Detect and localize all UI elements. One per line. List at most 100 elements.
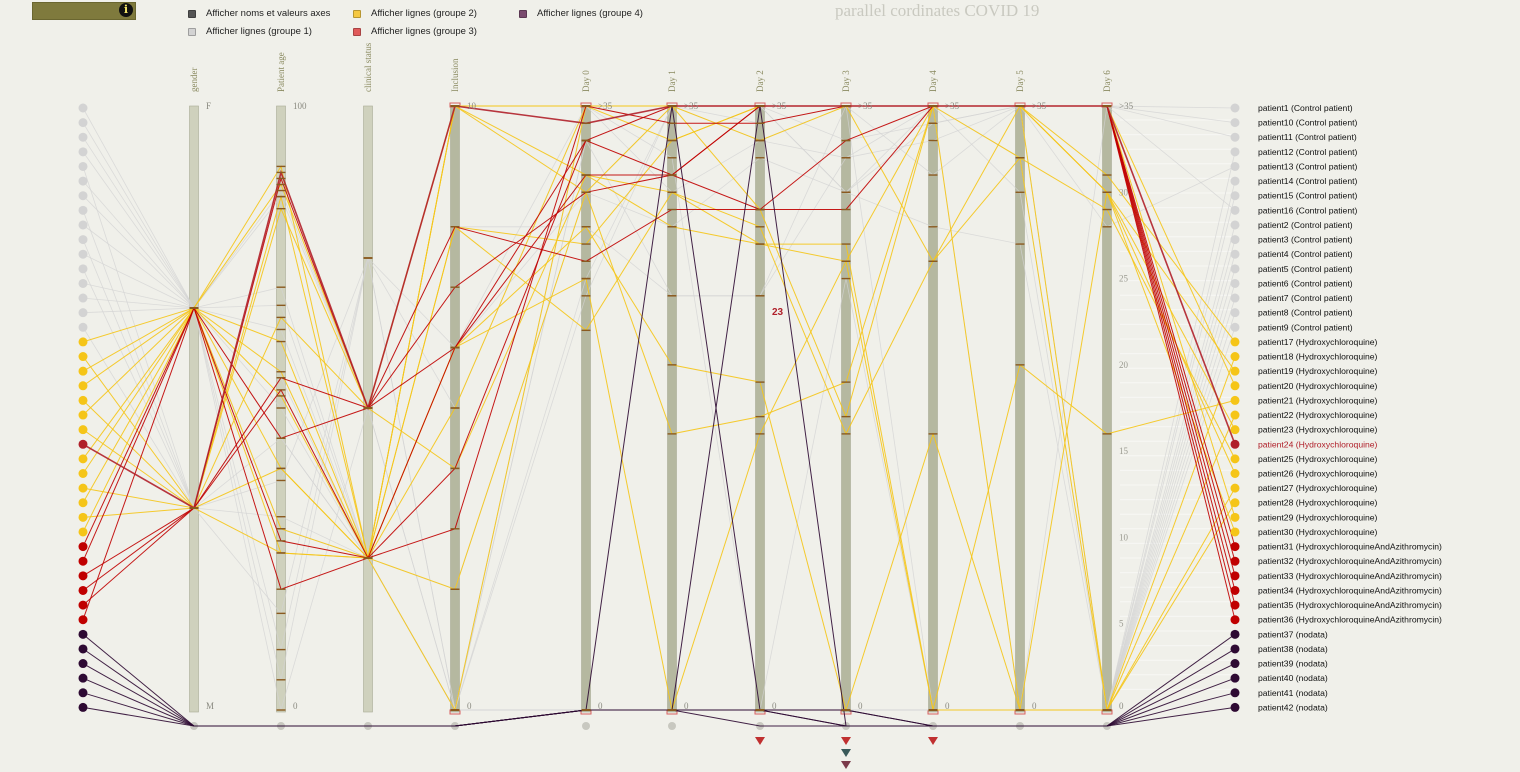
patient-dot-right[interactable] (1230, 337, 1240, 347)
patient-label[interactable]: patient22 (Hydroxychloroquine) (1258, 410, 1378, 420)
patient-dot-left[interactable] (78, 615, 88, 625)
patient-dot-right[interactable] (1230, 483, 1240, 493)
patient-dot-left[interactable] (78, 191, 88, 201)
patient-label[interactable]: patient40 (nodata) (1258, 673, 1328, 683)
patient-dot-left[interactable] (78, 527, 88, 537)
legend-item-group-1[interactable]: Afficher lignes (groupe 1) (188, 26, 312, 37)
patient-dot-right[interactable] (1230, 454, 1240, 464)
patient-dot-left[interactable] (78, 659, 88, 669)
patient-dot-right[interactable] (1230, 161, 1240, 171)
patient-dot-right[interactable] (1230, 191, 1240, 201)
patient-dot-right[interactable] (1230, 527, 1240, 537)
patient-dot-left[interactable] (78, 629, 88, 639)
patient-label[interactable]: patient35 (HydroxychloroquineAndAzithrom… (1258, 600, 1442, 610)
patient-dot-left[interactable] (78, 322, 88, 332)
patient-dot-right[interactable] (1230, 132, 1240, 142)
patient-dot-left[interactable] (78, 571, 88, 581)
patient-label[interactable]: patient39 (nodata) (1258, 659, 1328, 669)
patient-label[interactable]: patient2 (Control patient) (1258, 220, 1353, 230)
patient-dot-right[interactable] (1230, 205, 1240, 215)
patient-dot-right[interactable] (1230, 308, 1240, 318)
legend-item-group-3[interactable]: Afficher lignes (groupe 3) (353, 26, 477, 37)
patient-dot-right[interactable] (1230, 395, 1240, 405)
patient-dot-left[interactable] (78, 278, 88, 288)
patient-dot-left[interactable] (78, 220, 88, 230)
patient-dot-right[interactable] (1230, 264, 1240, 274)
patient-label[interactable]: patient27 (Hydroxychloroquine) (1258, 483, 1378, 493)
patient-dot-right[interactable] (1230, 235, 1240, 245)
filter-triangle[interactable] (841, 749, 851, 757)
patient-dot-right[interactable] (1230, 702, 1240, 712)
patient-label[interactable]: patient26 (Hydroxychloroquine) (1258, 469, 1378, 479)
patient-dot-right[interactable] (1230, 629, 1240, 639)
patient-label[interactable]: patient30 (Hydroxychloroquine) (1258, 527, 1378, 537)
patient-dot-left[interactable] (78, 483, 88, 493)
patient-dot-right[interactable] (1230, 410, 1240, 420)
patient-dot-left[interactable] (78, 439, 88, 449)
patient-dot-left[interactable] (78, 702, 88, 712)
patient-label[interactable]: patient7 (Control patient) (1258, 293, 1353, 303)
patient-dot-right[interactable] (1230, 103, 1240, 113)
patient-label[interactable]: patient19 (Hydroxychloroquine) (1258, 366, 1378, 376)
patient-label[interactable]: patient36 (HydroxychloroquineAndAzithrom… (1258, 615, 1442, 625)
patient-label[interactable]: patient29 (Hydroxychloroquine) (1258, 512, 1378, 522)
patient-dot-left[interactable] (78, 688, 88, 698)
patient-dot-left[interactable] (78, 366, 88, 376)
patient-dot-left[interactable] (78, 205, 88, 215)
patient-dot-left[interactable] (78, 118, 88, 128)
filter-triangle[interactable] (755, 737, 765, 745)
patient-dot-right[interactable] (1230, 366, 1240, 376)
patient-dot-right[interactable] (1230, 118, 1240, 128)
patient-dot-left[interactable] (78, 132, 88, 142)
patient-dot-left[interactable] (78, 498, 88, 508)
legend-item-group-2[interactable]: Afficher lignes (groupe 2) (353, 8, 477, 19)
patient-dot-right[interactable] (1230, 542, 1240, 552)
filter-triangle[interactable] (841, 737, 851, 745)
patient-dot-right[interactable] (1230, 615, 1240, 625)
patient-dot-right[interactable] (1230, 293, 1240, 303)
patient-dot-left[interactable] (78, 585, 88, 595)
patient-dot-right[interactable] (1230, 278, 1240, 288)
patient-dot-right[interactable] (1230, 659, 1240, 669)
patient-dot-right[interactable] (1230, 249, 1240, 259)
patient-label[interactable]: patient37 (nodata) (1258, 629, 1328, 639)
patient-dot-right[interactable] (1230, 673, 1240, 683)
patient-dot-left[interactable] (78, 644, 88, 654)
patient-label[interactable]: patient42 (nodata) (1258, 702, 1328, 712)
filter-triangle[interactable] (928, 737, 938, 745)
patient-dot-left[interactable] (78, 308, 88, 318)
patient-label[interactable]: patient8 (Control patient) (1258, 308, 1353, 318)
patient-dot-left[interactable] (78, 673, 88, 683)
patient-label[interactable]: patient6 (Control patient) (1258, 278, 1353, 288)
patient-dot-left[interactable] (78, 410, 88, 420)
patient-dot-left[interactable] (78, 103, 88, 113)
patient-dot-left[interactable] (78, 469, 88, 478)
patient-dot-left[interactable] (78, 600, 88, 610)
patient-dot-right[interactable] (1230, 352, 1240, 362)
patient-dot-right[interactable] (1230, 556, 1240, 566)
patient-dot-right[interactable] (1230, 439, 1240, 449)
patient-dot-right[interactable] (1230, 688, 1240, 698)
patient-dot-right[interactable] (1230, 585, 1240, 595)
patient-dot-left[interactable] (78, 235, 88, 245)
patient-label[interactable]: patient41 (nodata) (1258, 688, 1328, 698)
patient-label[interactable]: patient28 (Hydroxychloroquine) (1258, 498, 1378, 508)
patient-label[interactable]: patient20 (Hydroxychloroquine) (1258, 381, 1378, 391)
patient-label[interactable]: patient25 (Hydroxychloroquine) (1258, 454, 1378, 464)
patient-dot-right[interactable] (1230, 220, 1240, 230)
patient-dot-left[interactable] (78, 161, 88, 171)
patient-dot-left[interactable] (78, 381, 88, 391)
patient-label[interactable]: patient15 (Control patient) (1258, 191, 1358, 201)
patient-dot-right[interactable] (1230, 147, 1240, 157)
info-icon[interactable]: i (119, 3, 133, 17)
patient-dot-right[interactable] (1230, 600, 1240, 610)
patient-dot-right[interactable] (1230, 512, 1240, 522)
patient-label[interactable]: patient16 (Control patient) (1258, 205, 1358, 215)
patient-label[interactable]: patient12 (Control patient) (1258, 147, 1358, 157)
patient-dot-right[interactable] (1230, 176, 1240, 186)
patient-dot-left[interactable] (78, 395, 88, 405)
patient-label[interactable]: patient24 (Hydroxychloroquine) (1258, 439, 1378, 449)
patient-dot-left[interactable] (78, 542, 88, 552)
patient-dot-right[interactable] (1230, 425, 1240, 435)
filter-triangle[interactable] (841, 761, 851, 769)
